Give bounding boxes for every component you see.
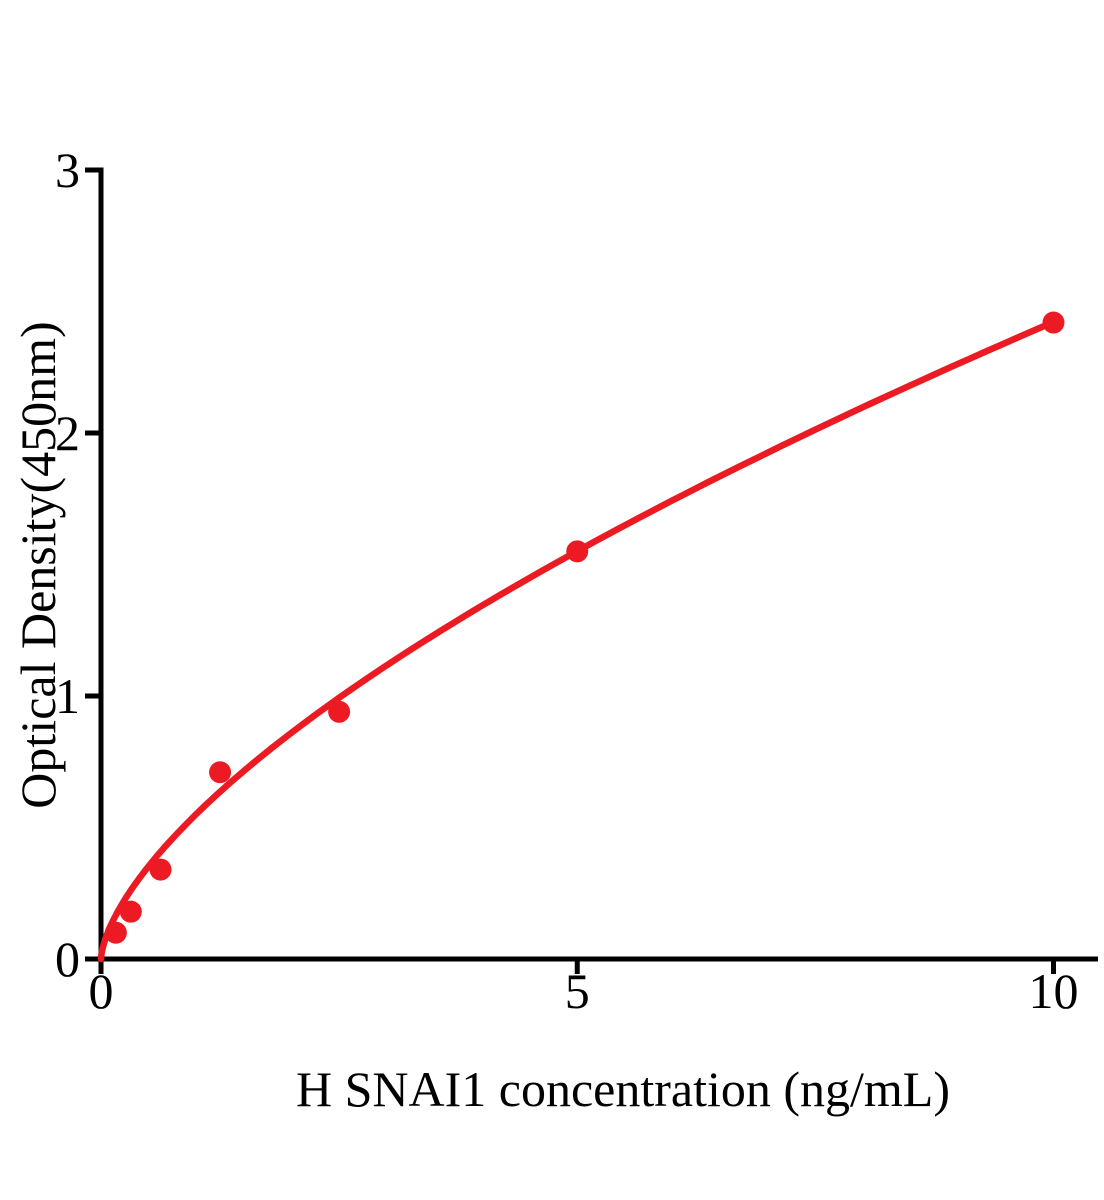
data-point-0.625ng — [149, 858, 172, 881]
y-axis-title: Optical Density(450nm) — [10, 321, 66, 809]
data-point-10ng — [1042, 311, 1065, 334]
x-tick-label-10: 10 — [1029, 963, 1079, 1019]
x-tick-label-0: 0 — [89, 963, 114, 1019]
data-point-1.25ng — [209, 761, 232, 784]
data-point-2.5ng — [328, 700, 351, 723]
y-tick-label-3: 3 — [55, 142, 80, 198]
y-tick-label-0: 0 — [55, 931, 80, 987]
data-point-0.156ng — [104, 921, 127, 944]
data-point-5ng — [566, 540, 589, 563]
fit-curve-path — [97, 318, 1057, 963]
data-point-0.313ng — [119, 900, 142, 923]
y-tick-label-2: 2 — [55, 405, 80, 461]
y-tick-label-1: 1 — [55, 668, 80, 724]
x-tick-label-5: 5 — [565, 963, 590, 1019]
x-axis-title: H SNAI1 concentration (ng/mL) — [295, 1061, 951, 1117]
